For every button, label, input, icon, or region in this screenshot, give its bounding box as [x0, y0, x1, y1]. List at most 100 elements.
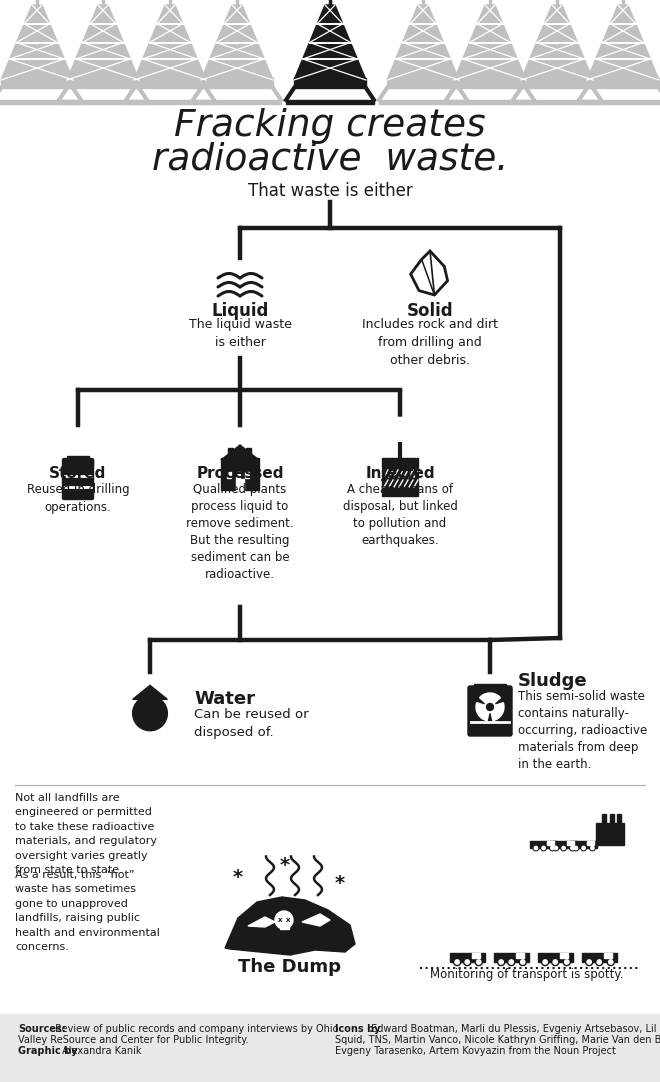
Bar	[221, 458, 259, 490]
Bar	[446, 100, 534, 104]
Polygon shape	[480, 694, 500, 703]
Text: This semi-solid waste
contains naturally-
occurring, radioactive
materials from : This semi-solid waste contains naturally…	[518, 690, 647, 771]
Circle shape	[564, 960, 569, 964]
Text: Graphic by: Graphic by	[18, 1046, 78, 1056]
Circle shape	[589, 845, 595, 850]
Bar	[603, 953, 612, 958]
Polygon shape	[521, 5, 593, 80]
Text: That waste is either: That waste is either	[248, 182, 412, 200]
Bar	[617, 814, 621, 823]
Circle shape	[553, 845, 558, 850]
Bar	[237, 448, 242, 460]
Bar	[193, 100, 281, 104]
Text: Liquid: Liquid	[211, 302, 269, 320]
Circle shape	[561, 845, 566, 850]
Bar	[280, 924, 289, 929]
Bar	[1, 78, 73, 88]
Text: Icons by: Icons by	[335, 1024, 381, 1034]
Text: Monitoring of transport is spotty.: Monitoring of transport is spotty.	[430, 968, 624, 981]
Polygon shape	[587, 5, 659, 80]
Circle shape	[595, 959, 603, 965]
Bar	[227, 472, 231, 478]
Bar	[382, 488, 418, 496]
Text: x: x	[286, 918, 290, 923]
Circle shape	[508, 959, 515, 965]
Polygon shape	[1, 5, 73, 80]
Bar	[469, 687, 511, 695]
Polygon shape	[454, 5, 526, 80]
Bar	[546, 841, 557, 848]
Circle shape	[521, 960, 525, 964]
Text: Processed: Processed	[196, 466, 284, 481]
Bar	[515, 953, 524, 958]
Bar	[567, 842, 574, 845]
Polygon shape	[248, 918, 275, 927]
Circle shape	[534, 846, 537, 849]
Bar	[59, 100, 147, 104]
Bar	[566, 841, 577, 848]
Bar	[450, 952, 470, 962]
Polygon shape	[476, 702, 489, 721]
Circle shape	[581, 845, 586, 850]
Bar	[550, 841, 566, 848]
Text: The liquid waste
is either: The liquid waste is either	[189, 318, 292, 349]
FancyBboxPatch shape	[468, 686, 512, 736]
Text: Evgeny Tarasenko, Artem Kovyazin from the Noun Project: Evgeny Tarasenko, Artem Kovyazin from th…	[335, 1046, 616, 1056]
Bar	[379, 100, 467, 104]
Bar	[514, 952, 529, 962]
Circle shape	[591, 846, 594, 849]
Bar	[0, 100, 81, 104]
Text: Review of public records and company interviews by Ohio: Review of public records and company int…	[51, 1024, 338, 1034]
Text: A cheap means of
disposal, but linked
to pollution and
earthquakes.: A cheap means of disposal, but linked to…	[343, 483, 457, 547]
Polygon shape	[67, 5, 139, 80]
Text: Stored: Stored	[50, 466, 107, 481]
Circle shape	[585, 959, 593, 965]
Bar	[126, 100, 214, 104]
Polygon shape	[133, 685, 168, 699]
Bar	[201, 78, 273, 88]
Bar	[63, 459, 93, 466]
FancyBboxPatch shape	[63, 459, 94, 500]
Text: radioactive  waste.: radioactive waste.	[152, 142, 508, 179]
Bar	[236, 479, 244, 490]
Bar	[454, 78, 526, 88]
Bar	[538, 952, 558, 962]
Circle shape	[562, 846, 565, 849]
Bar	[246, 448, 251, 460]
Circle shape	[550, 846, 554, 849]
Text: Can be reused or
disposed of.: Can be reused or disposed of.	[194, 708, 309, 739]
Polygon shape	[225, 897, 355, 955]
Circle shape	[609, 960, 613, 964]
Bar	[471, 953, 480, 958]
Bar	[587, 842, 593, 845]
Bar	[382, 469, 418, 478]
Text: As a result, this “hot”
waste has sometimes
gone to unapproved
landfills, raisin: As a result, this “hot” waste has someti…	[15, 870, 160, 952]
Bar	[547, 842, 554, 845]
Bar	[602, 814, 606, 823]
Circle shape	[573, 845, 579, 850]
Bar	[382, 479, 418, 488]
Bar	[245, 472, 249, 478]
Circle shape	[550, 845, 555, 850]
Bar	[228, 448, 233, 460]
Bar	[602, 952, 616, 962]
Circle shape	[554, 846, 558, 849]
Circle shape	[587, 960, 591, 964]
Circle shape	[519, 959, 527, 965]
Circle shape	[552, 959, 559, 965]
Circle shape	[597, 960, 601, 964]
Polygon shape	[201, 5, 273, 80]
Bar	[0, 1014, 660, 1082]
Bar	[67, 456, 89, 459]
Bar	[470, 952, 484, 962]
Circle shape	[486, 703, 494, 711]
Text: *: *	[280, 856, 290, 874]
Polygon shape	[491, 702, 504, 721]
Bar	[587, 78, 659, 88]
Circle shape	[582, 846, 585, 849]
Circle shape	[509, 960, 513, 964]
Text: Water: Water	[194, 690, 255, 708]
Bar	[586, 841, 597, 848]
Text: Injected: Injected	[365, 466, 435, 481]
Circle shape	[475, 959, 482, 965]
